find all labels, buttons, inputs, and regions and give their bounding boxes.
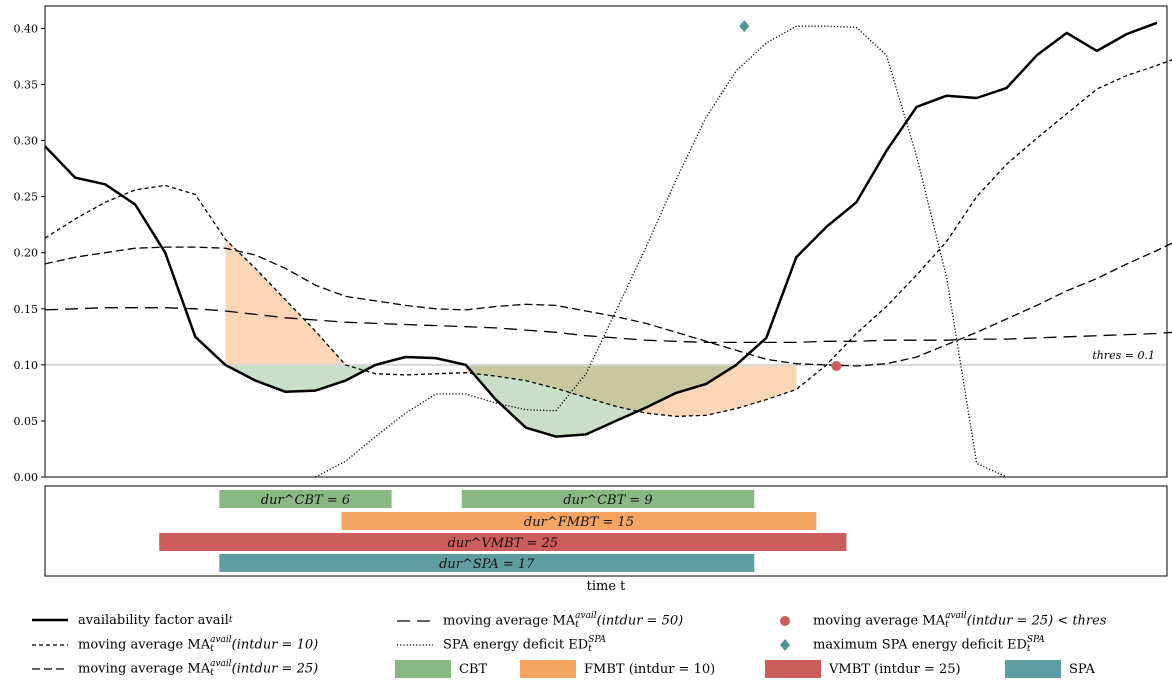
legend-swatch: [395, 637, 435, 653]
legend-item-fmbt: FMBT (intdur = 10): [520, 660, 715, 678]
y-tick-label: 0.35: [14, 79, 39, 92]
legend-swatch: [765, 613, 805, 629]
legend-label: maximum SPA energy deficit ED SPA t: [813, 635, 1045, 654]
legend-item-ma50: moving average MA avail t (intdur = 50): [395, 612, 683, 630]
deficit-fills: [225, 239, 797, 437]
legend-item-avail: availability factor avail t: [30, 612, 232, 628]
y-tick-label: 0.10: [14, 359, 39, 372]
legend-item-ma10: moving average MA avail t (intdur = 10): [30, 636, 318, 654]
series-line-ma50: [44, 307, 1172, 344]
legend-swatch: [30, 661, 70, 677]
y-tick-label: 0.20: [14, 247, 39, 260]
legend-swatch: [395, 660, 451, 678]
y-tick-label: 0.05: [14, 415, 39, 428]
legend-label: VMBT (intdur = 25): [829, 661, 961, 677]
series-line-ma25: [44, 242, 1172, 367]
legend-label: moving average MA avail t (intdur = 10): [78, 635, 319, 654]
legend-label: SPA: [1069, 661, 1095, 677]
series-line-avail: [44, 21, 1158, 438]
axes: 0.00 0.05 0.10 0.15 0.20 0.25 0.30 0.35 0.40: [14, 5, 1168, 484]
y-tick-label: 0.40: [14, 22, 39, 35]
legend-item-ma25: moving average MA avail t (intdur = 25): [30, 660, 318, 678]
plot-frame: [44, 5, 1168, 478]
legend-swatch: [1005, 660, 1061, 678]
y-tick-label: 0.15: [14, 303, 39, 316]
legend-label: CBT: [459, 661, 488, 677]
legend-swatch: [395, 613, 435, 629]
legend-item-cbt: CBT: [395, 660, 487, 678]
y-tick-label: 0.00: [14, 471, 39, 484]
legend-label: moving average MA avail t (intdur = 25) < t…: [813, 611, 1107, 630]
event-bar-cbt2: [461, 490, 755, 508]
series-lines: [44, 21, 1172, 478]
legend-item-ed-max: maximum SPA energy deficit ED SPA t: [765, 636, 1045, 654]
event-bar-vmbt: [159, 533, 847, 551]
threshold-label: thres = 0.1: [1092, 349, 1155, 362]
fmbt-deficit-fill: [225, 239, 346, 365]
event-label-fmbt: dur^FMBT = 15: [524, 515, 634, 530]
legend-item-ma25-below: moving average MA avail t (intdur = 25) < t…: [765, 612, 1107, 630]
legend-swatch: [765, 637, 805, 653]
event-label-cbt2: dur^CBT = 9: [563, 493, 652, 508]
series-markers: [739, 20, 842, 371]
event-label-spa: dur^SPA = 17: [439, 557, 535, 572]
legend-swatch: [520, 660, 576, 678]
series-line-ma10: [44, 59, 1172, 418]
event-label-vmbt: dur^VMBT = 25: [448, 536, 558, 551]
event-bars: dur^CBT = 6 dur^CBT = 9 dur^FMBT = 15 dur^V…: [44, 485, 1168, 594]
event-bar-cbt1: [219, 490, 392, 508]
legend-label: FMBT (intdur = 10): [584, 661, 716, 677]
event-bar-spa: [219, 554, 755, 572]
legend-swatch: [30, 637, 70, 653]
legend-label: moving average MA avail t (intdur = 25): [78, 659, 319, 678]
marker-ma25-below: [831, 360, 842, 371]
marker-ed-max: [739, 20, 750, 33]
cbt-deficit-fill: [225, 364, 376, 392]
y-tick-label: 0.25: [14, 191, 39, 204]
event-label-cbt1: dur^CBT = 6: [261, 493, 350, 508]
chart: thres = 0.1 0.00 0.05 0.10 0.15 0.20 0.25 0.30…: [14, 5, 1172, 594]
x-axis-title: time t: [587, 579, 627, 594]
events-frame: [44, 485, 1168, 577]
legend-label: availability factor avail t: [78, 612, 233, 628]
legend-item-spa: SPA: [1005, 660, 1095, 678]
y-tick-label: 0.30: [14, 135, 39, 148]
legend-label: moving average MA avail t (intdur = 50): [443, 611, 684, 630]
legend-label: SPA energy deficit ED SPA t: [443, 635, 607, 654]
legend-item-ed: SPA energy deficit ED SPA t: [395, 636, 606, 654]
legend-swatch: [765, 660, 821, 678]
series-line-ed: [315, 25, 1007, 478]
event-bar-fmbt: [341, 512, 817, 530]
legend-swatch: [30, 612, 70, 628]
legend-item-vmbt: VMBT (intdur = 25): [765, 660, 961, 678]
legend: availability factor avail t moving average…: [0, 606, 1172, 690]
threshold-layer: thres = 0.1: [45, 349, 1167, 366]
